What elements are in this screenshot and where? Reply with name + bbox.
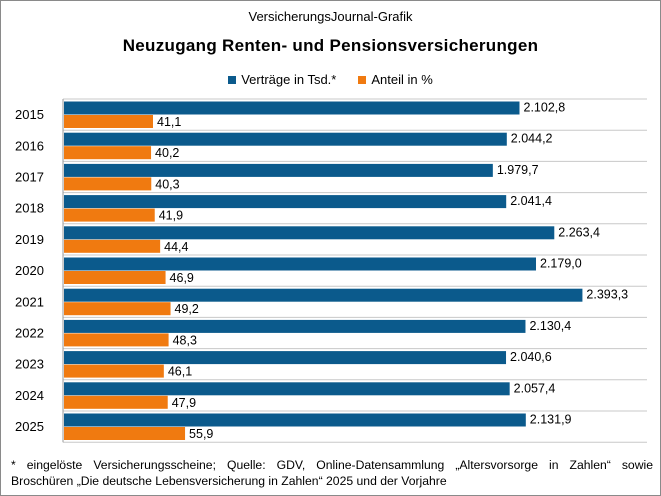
year-label: 2023 bbox=[15, 357, 44, 372]
bar-share bbox=[64, 271, 166, 284]
bar-share bbox=[64, 302, 171, 316]
bar-share bbox=[64, 333, 169, 347]
value-label-share: 46,9 bbox=[170, 271, 194, 285]
value-label-contracts: 2.263,4 bbox=[558, 225, 600, 239]
footnote: * eingelöste Versicherungsscheine; Quell… bbox=[11, 457, 653, 489]
bar-contracts bbox=[64, 288, 583, 302]
chart-title: Neuzugang Renten- und Pensionsversicheru… bbox=[122, 36, 539, 55]
value-label-share: 41,9 bbox=[159, 209, 183, 223]
value-label-share: 47,9 bbox=[172, 396, 196, 410]
legend-label-share: Anteil in % bbox=[371, 72, 433, 87]
bar-contracts bbox=[64, 101, 520, 115]
bar-contracts bbox=[64, 257, 537, 271]
value-label-share: 46,1 bbox=[168, 365, 192, 379]
bar-share bbox=[64, 177, 152, 191]
bar-contracts bbox=[64, 413, 526, 427]
value-label-contracts: 2.131,9 bbox=[530, 413, 572, 427]
source-label: VersicherungsJournal-Grafik bbox=[248, 9, 413, 24]
legend: Verträge in Tsd.* Anteil in % bbox=[1, 72, 660, 87]
legend-swatch-contracts bbox=[228, 75, 237, 84]
value-label-contracts: 2.179,0 bbox=[540, 257, 582, 271]
value-label-contracts: 1.979,7 bbox=[497, 163, 539, 177]
legend-item-share: Anteil in % bbox=[358, 72, 433, 87]
legend-item-contracts: Verträge in Tsd.* bbox=[228, 72, 336, 87]
bar-contracts bbox=[64, 195, 507, 209]
year-label: 2025 bbox=[15, 419, 44, 434]
year-label: 2015 bbox=[15, 107, 44, 122]
bar-share bbox=[64, 364, 164, 378]
bar-share bbox=[64, 427, 186, 440]
bar-chart: 2015 2.102,8 41,1 2016 2.044,2 40,2 2017 1.979,… bbox=[15, 98, 647, 443]
value-label-contracts: 2.393,3 bbox=[586, 288, 628, 302]
value-label-contracts: 2.057,4 bbox=[514, 381, 556, 395]
bar-share bbox=[64, 146, 152, 160]
value-label-share: 40,3 bbox=[155, 177, 179, 191]
value-label-share: 48,3 bbox=[173, 333, 197, 347]
bar-share bbox=[64, 208, 155, 222]
bar-contracts bbox=[64, 319, 526, 333]
bar-share bbox=[64, 395, 168, 409]
bar-contracts bbox=[64, 132, 507, 146]
year-label: 2024 bbox=[15, 388, 44, 403]
legend-label-contracts: Verträge in Tsd.* bbox=[241, 72, 337, 87]
value-label-contracts: 2.102,8 bbox=[524, 101, 566, 115]
bar-contracts bbox=[64, 163, 493, 177]
bar-contracts bbox=[64, 382, 510, 396]
value-label-contracts: 2.130,4 bbox=[529, 319, 571, 333]
value-label-share: 55,9 bbox=[189, 427, 213, 441]
value-label-share: 44,4 bbox=[164, 240, 188, 254]
footnote-line-2: Broschüren „Die deutsche Lebensversicher… bbox=[11, 474, 447, 488]
bar-share bbox=[64, 115, 153, 128]
year-label: 2018 bbox=[15, 201, 44, 216]
value-label-contracts: 2.044,2 bbox=[511, 132, 553, 146]
year-label: 2016 bbox=[15, 138, 44, 153]
legend-swatch-share bbox=[358, 75, 367, 84]
year-label: 2017 bbox=[15, 170, 44, 185]
footnote-line-1: * eingelöste Versicherungsscheine; Quell… bbox=[11, 458, 653, 472]
value-label-share: 40,2 bbox=[155, 146, 179, 160]
value-label-contracts: 2.041,4 bbox=[510, 194, 552, 208]
value-label-contracts: 2.040,6 bbox=[510, 350, 552, 364]
year-label: 2019 bbox=[15, 232, 44, 247]
value-label-share: 49,2 bbox=[175, 302, 199, 316]
year-label: 2022 bbox=[15, 326, 44, 341]
bar-share bbox=[64, 239, 161, 253]
bar-contracts bbox=[64, 351, 507, 365]
year-label: 2021 bbox=[15, 294, 44, 309]
bar-contracts bbox=[64, 226, 555, 240]
value-label-share: 41,1 bbox=[157, 115, 181, 129]
year-label: 2020 bbox=[15, 263, 44, 278]
